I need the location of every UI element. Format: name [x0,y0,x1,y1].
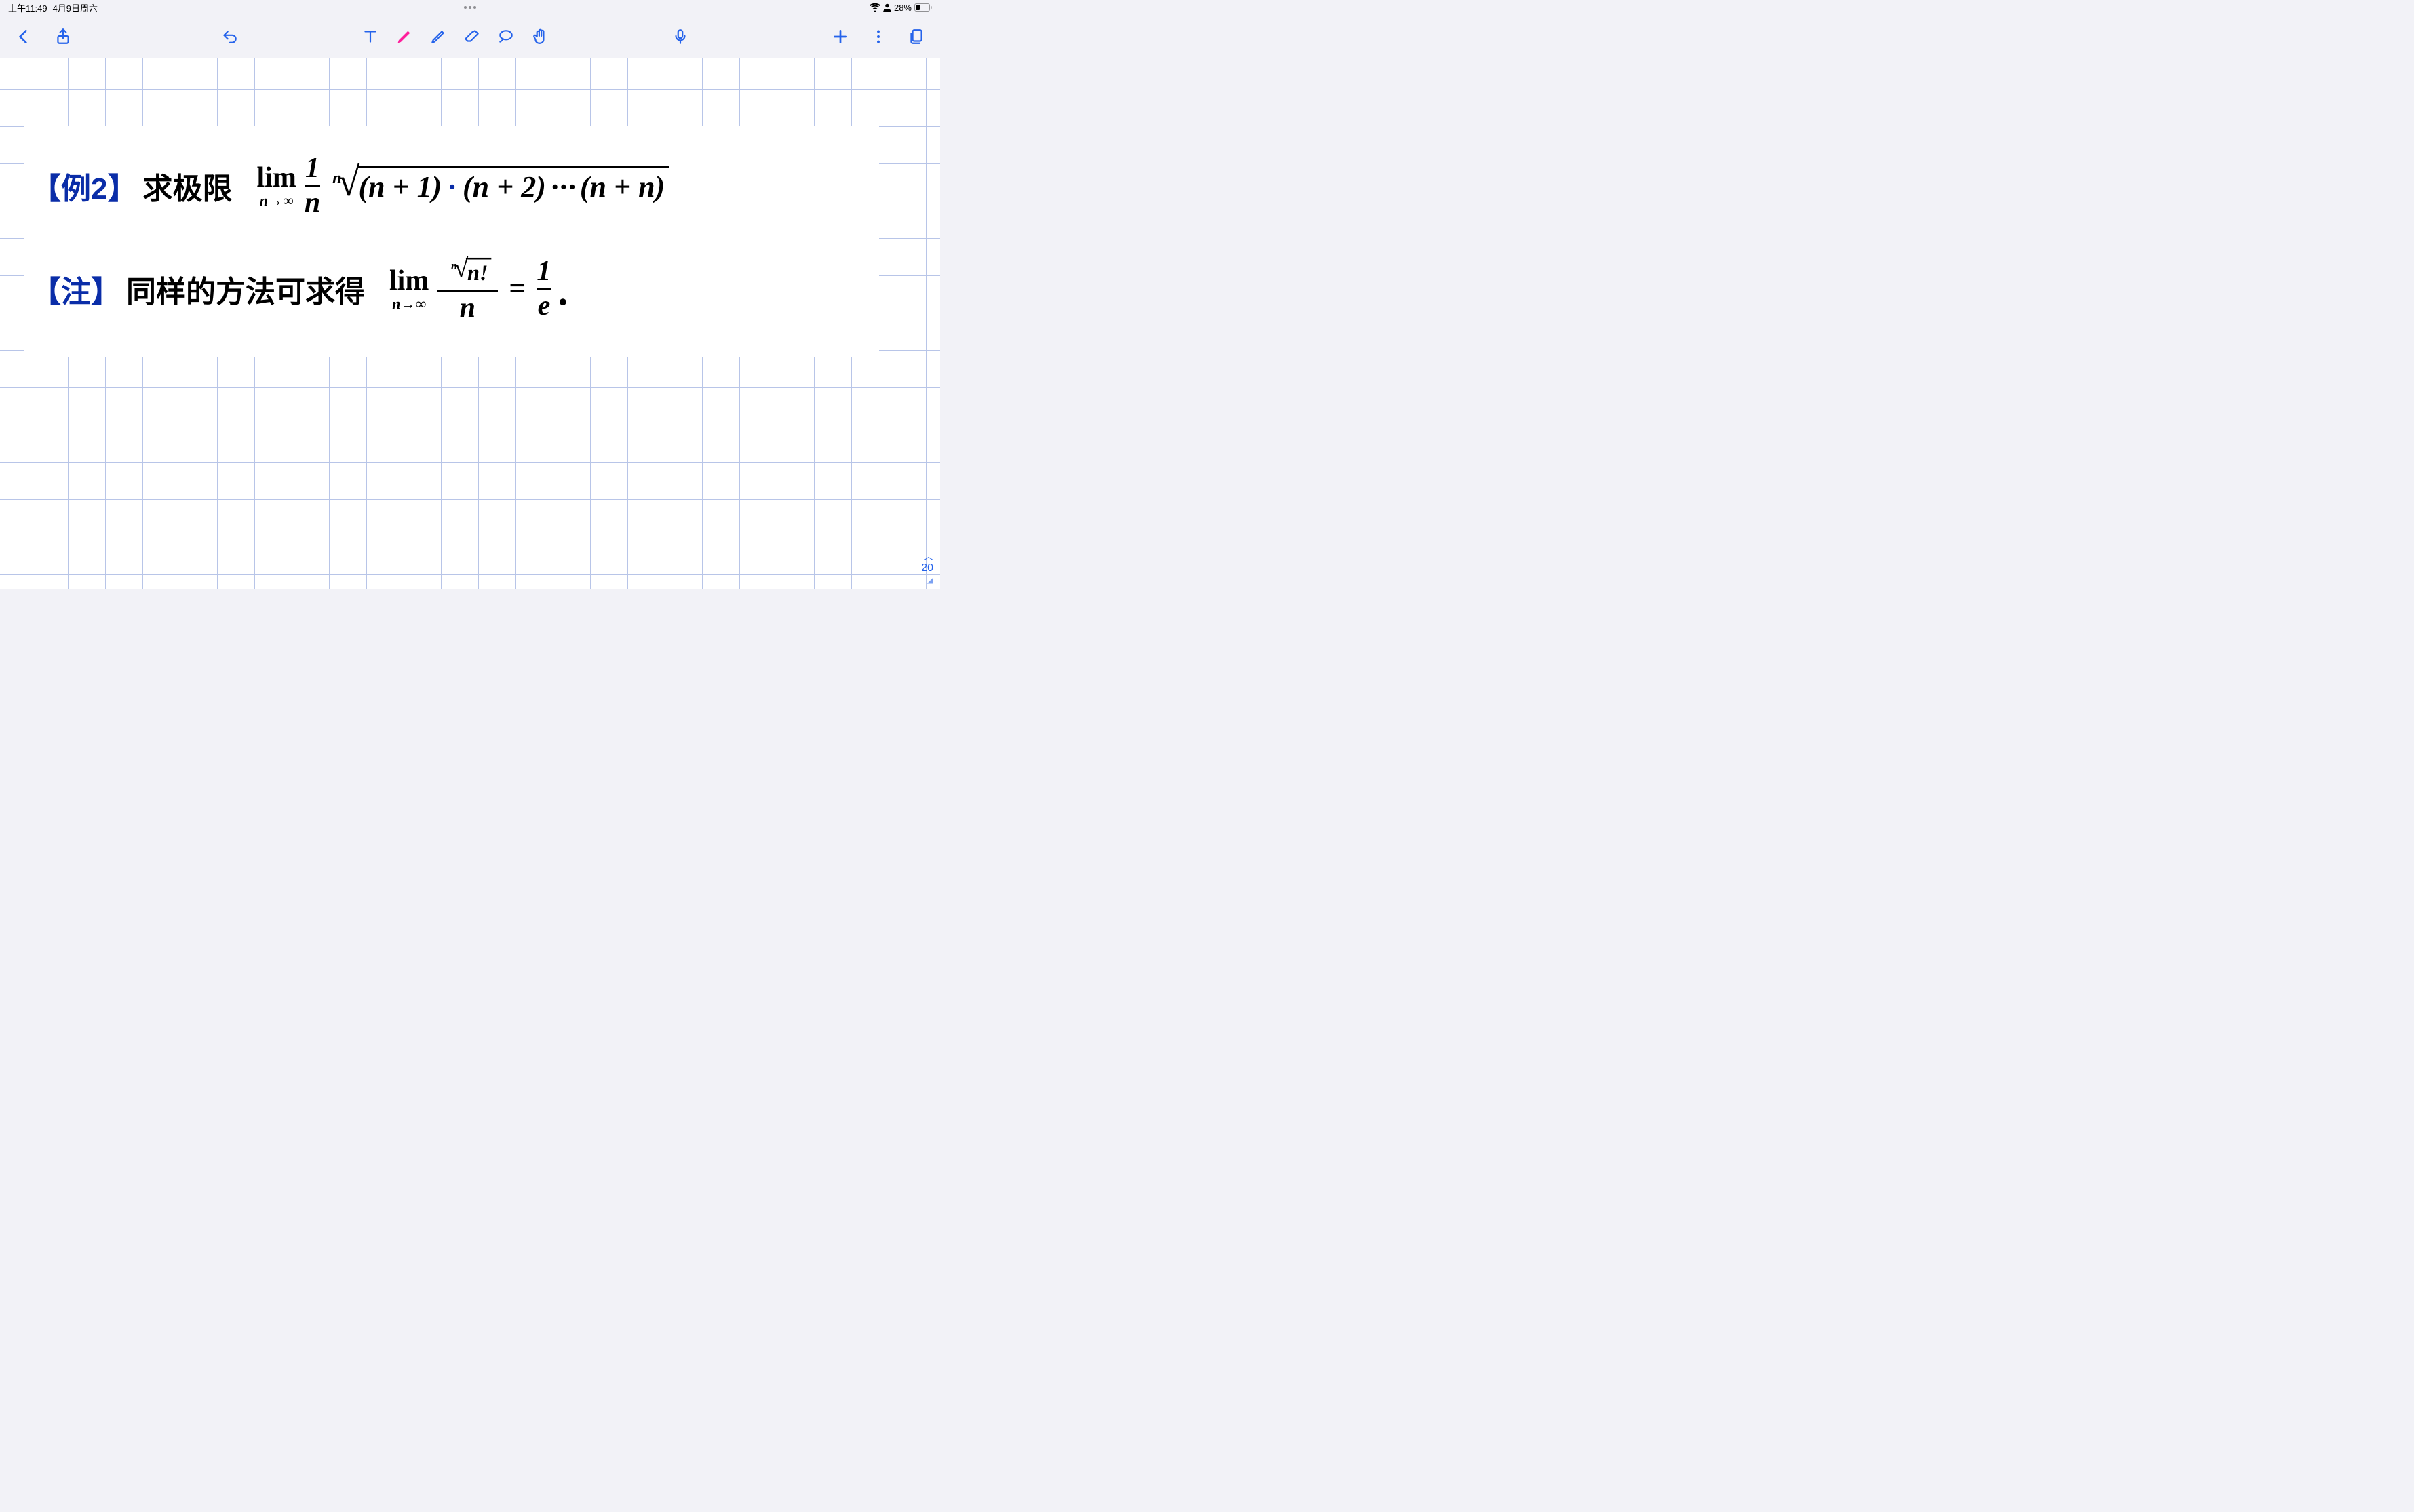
limit-block: lim n→∞ [256,163,296,208]
radicand: (n + 1)·(n + 2)···(n + n) [357,166,669,206]
rad-p2: (n + 2) [463,170,546,203]
page-number: 20 [921,562,933,575]
battery-icon [914,3,932,12]
nth-root: n √ (n + 1)·(n + 2)···(n + n) [328,166,669,206]
wifi-icon [870,3,880,12]
frac-den: n [305,188,320,218]
nth-root-small: n √ n! [448,258,492,288]
status-bar: 上午11:49 4月9日周六 28% [0,0,940,15]
status-date: 4月9日周六 [53,1,98,14]
example-text: 求极限 [142,164,232,208]
rad-p3: (n + n) [580,170,665,203]
cdot-1: · [442,170,463,203]
note-text: 同样的方法可求得 [126,267,365,311]
note-canvas[interactable]: 【例2】 求极限 lim n→∞ 1 n n √ (n + 1)·(n + 2)… [0,58,940,589]
page-corner-fold-icon: ◢ [921,575,933,585]
lim-word: lim [256,163,296,192]
rhs-den: e [538,291,551,321]
share-button[interactable] [53,26,73,47]
lim-sub-2: n→∞ [392,296,426,311]
chevron-up-icon: ︿ [921,551,933,562]
lasso-tool-button[interactable] [496,26,516,47]
undo-button[interactable] [220,26,240,47]
back-button[interactable] [14,26,34,47]
status-handle[interactable] [464,6,476,9]
status-right: 28% [870,3,932,13]
status-time: 上午11:49 [8,1,47,14]
one-over-e: 1 e [537,256,551,321]
radicand-2: n! [466,258,491,288]
example-row: 【例2】 求极限 lim n→∞ 1 n n √ (n + 1)·(n + 2)… [31,153,879,218]
root-index-2: n [451,260,457,273]
eraser-tool-button[interactable] [462,26,482,47]
hand-tool-button[interactable] [530,26,550,47]
note-row: 【注】 同样的方法可求得 lim n→∞ n √ n! n = 1 e [31,255,879,322]
status-left: 上午11:49 4月9日周六 [8,1,98,14]
cdots: ··· [546,170,580,203]
rad-p1: (n + 1) [358,170,442,203]
text-tool-button[interactable] [360,26,381,47]
page-indicator[interactable]: ︿ 20 ◢ [921,551,933,585]
frac-num: 1 [305,153,319,183]
mic-button[interactable] [670,26,690,47]
pages-button[interactable] [906,26,927,47]
add-button[interactable] [830,26,851,47]
battery-pct: 28% [894,3,912,13]
more-button[interactable] [868,26,889,47]
equals: = [509,271,526,306]
lim-sub: n→∞ [260,193,294,208]
limit-block-2: lim n→∞ [389,267,429,311]
denom-n: n [460,293,475,323]
math-content-box: 【例2】 求极限 lim n→∞ 1 n n √ (n + 1)·(n + 2)… [24,126,879,357]
one-over-n: 1 n [305,153,320,218]
period: . [558,268,568,315]
root-n-factorial-over-n: n √ n! n [437,255,498,322]
person-icon [883,3,891,12]
lim-word-2: lim [389,267,429,295]
example-label: 【例2】 [31,164,137,208]
rhs-num: 1 [537,256,551,286]
root-index: n [332,170,341,188]
note-label: 【注】 [31,267,121,311]
toolbar [0,15,940,58]
highlighter-tool-button[interactable] [428,26,448,47]
marker-tool-button[interactable] [394,26,414,47]
